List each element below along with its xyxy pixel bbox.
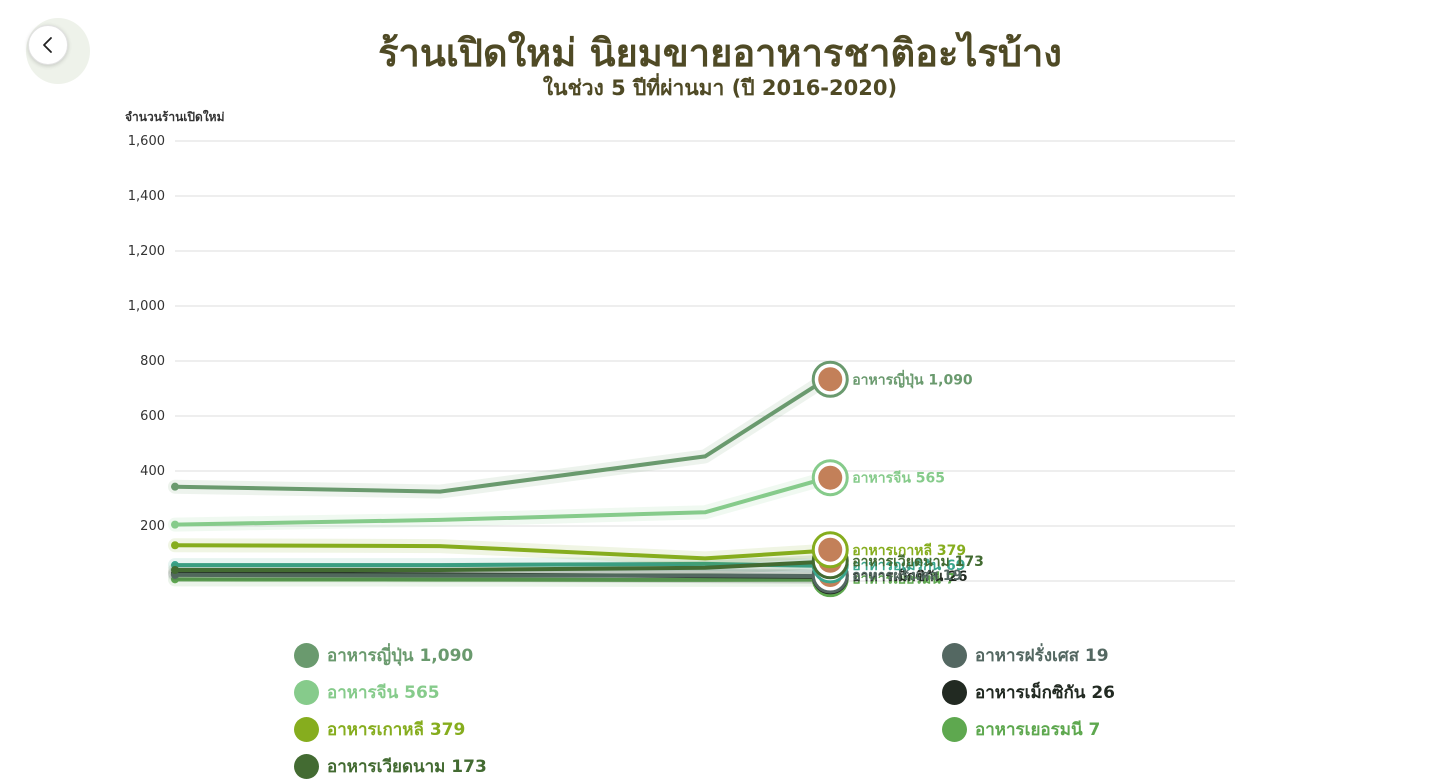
series-end-label: อาหารเวียดนาม 173 [852, 554, 984, 570]
legend-right: อาหารฝรั่งเศส 19 อาหารเม็กซิกัน 26 อาหารเย… [942, 642, 1115, 742]
y-tick-label: 1,600 [128, 134, 165, 149]
legend-item: อาหารเม็กซิกัน 26 [942, 679, 1115, 705]
series-line [173, 577, 827, 582]
series-line [173, 559, 827, 572]
legend-swatch [294, 753, 319, 779]
y-axis-label: จำนวนร้านเปิดใหม่ [125, 109, 225, 124]
series-end-food [818, 367, 843, 392]
legend-item: อาหารเวียดนาม 173 [294, 753, 487, 779]
page-title: ร้านเปิดใหม่ นิยมขายอาหารชาติอะไรบ้าง [378, 31, 1062, 75]
legend-swatch [294, 679, 319, 705]
series-start-point [171, 541, 179, 550]
legend-swatch [942, 679, 967, 705]
series-end-label: อาหารเม็กซิกัน 26 [852, 567, 967, 585]
series-end-label: อาหารเกาหลี 379 [852, 543, 966, 559]
legend-swatch [942, 716, 967, 742]
legend-item: อาหารฝรั่งเศส 19 [942, 642, 1115, 668]
series-start-point [171, 520, 179, 529]
y-tick-label: 1,200 [128, 244, 165, 259]
series-end-label: อาหารเยอรมนี 7 [852, 572, 955, 588]
legend-label: อาหารเยอรมนี 7 [975, 719, 1101, 740]
series-line [173, 378, 827, 494]
legend-item: อาหารจีน 565 [294, 679, 487, 705]
legend-item: อาหารญี่ปุ่น 1,090 [294, 642, 487, 668]
series-end-food [818, 537, 843, 562]
legend-swatch [294, 716, 319, 742]
series-end-food [818, 465, 843, 490]
y-tick-label: 600 [140, 409, 165, 424]
y-tick-label: 1,400 [128, 189, 165, 204]
y-tick-label: 400 [140, 464, 165, 479]
legend-item: อาหารเกาหลี 379 [294, 716, 487, 742]
series-end-label: อาหารอเมริกัน 69 [852, 558, 965, 574]
legend-label: อาหารฝรั่งเศส 19 [975, 645, 1109, 666]
series-start-point [171, 566, 179, 574]
y-tick-label: 800 [140, 354, 165, 369]
back-button-container [22, 16, 92, 86]
series-line [173, 476, 827, 527]
series-line [173, 543, 827, 561]
chevron-left-icon [43, 37, 52, 53]
series-line [173, 572, 827, 579]
legend-left: อาหารญี่ปุ่น 1,090 อาหารจีน 565 อาหารเกาหล… [294, 642, 487, 779]
back-button[interactable] [28, 25, 68, 65]
series-end-label: อาหารญี่ปุ่น 1,090 [852, 369, 973, 388]
line-chart: จำนวนร้านเปิดใหม่ 1,600 1,400 1,200 1,000 800… [125, 109, 1235, 598]
series-glow [168, 373, 832, 499]
page-subtitle: ในช่วง 5 ปีที่ผ่านมา (ปี 2016-2020) [542, 76, 898, 100]
legend-label: อาหารเกาหลี 379 [327, 719, 466, 740]
legend-swatch [942, 642, 967, 668]
series-start-point [171, 482, 179, 491]
legend-label: อาหารเม็กซิกัน 26 [975, 682, 1115, 703]
y-tick-label: 1,000 [128, 299, 165, 314]
legend-label: อาหารญี่ปุ่น 1,090 [327, 645, 474, 666]
legend-label: อาหารเวียดนาม 173 [327, 756, 487, 777]
legend-label: อาหารจีน 565 [327, 682, 440, 703]
y-tick-label: 200 [140, 519, 165, 534]
series-end-label: อาหารจีน 565 [852, 471, 945, 487]
legend-item: อาหารเยอรมนี 7 [942, 716, 1115, 742]
series-end-label: อาหารฝรั่งเศส 19 [852, 565, 962, 584]
legend-swatch [294, 642, 319, 668]
